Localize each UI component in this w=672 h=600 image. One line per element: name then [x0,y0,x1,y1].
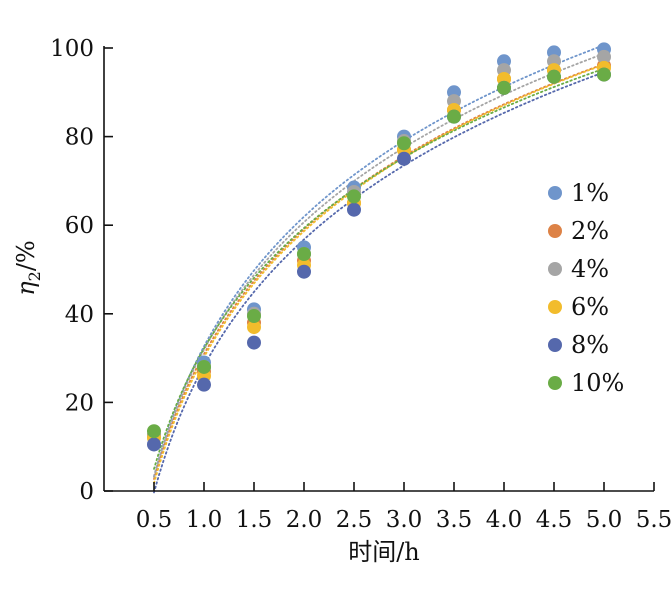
data-point [247,335,261,350]
y-tick-label: 0 [79,479,94,505]
data-point [447,109,461,124]
data-point [497,80,511,95]
x-tick-label: 3.5 [436,507,473,533]
x-tick-label: 4.5 [536,507,573,533]
data-point [197,377,211,392]
data-points [147,42,611,452]
data-point [247,309,261,324]
trendline [153,71,605,494]
data-point [397,136,411,151]
trendline [153,52,605,478]
trendline [153,63,605,485]
legend-label: 2% [571,217,609,245]
y-ticks: 0 20 40 60 80 100 [50,36,113,505]
data-point [297,246,311,261]
trendline [153,44,605,478]
data-point [197,359,211,374]
y-axis-title-unit: /% [12,240,40,271]
legend: 1% 2% 4% 6% 8% 10% [548,179,624,397]
x-tick-label: 0.5 [136,507,173,533]
x-tick-label: 3.0 [386,507,423,533]
y-tick-label: 80 [65,125,94,151]
data-point [597,49,611,64]
x-tick-label: 2.0 [286,507,323,533]
y-axis-title-symbol: η [12,281,40,296]
trendline [153,63,605,480]
data-point [147,437,161,452]
data-point [597,67,611,82]
data-point [347,189,361,204]
trendline [153,67,605,470]
data-point [297,264,311,279]
x-tick-label: 1.0 [186,507,223,533]
axes [103,46,654,492]
legend-label: 4% [571,255,609,283]
data-point [397,151,411,166]
data-point [347,202,361,217]
x-tick-label: 4.0 [486,507,523,533]
x-tick-label: 5.0 [586,507,623,533]
y-axis-title-subscript: 2 [25,271,44,281]
legend-marker [548,186,562,200]
trendlines [153,44,605,494]
legend-marker [548,300,562,314]
legend-marker [548,262,562,276]
data-point [547,69,561,84]
data-point [147,424,161,439]
data-point [247,320,261,335]
legend-marker [548,376,562,390]
legend-label: 1% [571,179,609,207]
legend-label: 6% [571,293,609,321]
legend-label: 8% [571,331,609,359]
y-tick-label: 40 [65,302,94,328]
legend-marker [548,224,562,238]
x-tick-label: 1.5 [236,507,273,533]
y-axis-title: η2/% [12,240,44,295]
x-tick-label: 5.5 [636,507,672,533]
legend-marker [548,338,562,352]
x-tick-label: 2.5 [336,507,373,533]
y-tick-label: 100 [50,36,94,62]
y-tick-label: 20 [65,390,94,416]
legend-label: 10% [571,369,624,397]
x-axis-title: 时间/h [348,538,420,566]
y-tick-label: 60 [65,213,94,239]
x-ticks: 0.5 1.0 1.5 2.0 2.5 3.0 3.5 4.0 4.5 5.0 5.5 [136,482,672,533]
